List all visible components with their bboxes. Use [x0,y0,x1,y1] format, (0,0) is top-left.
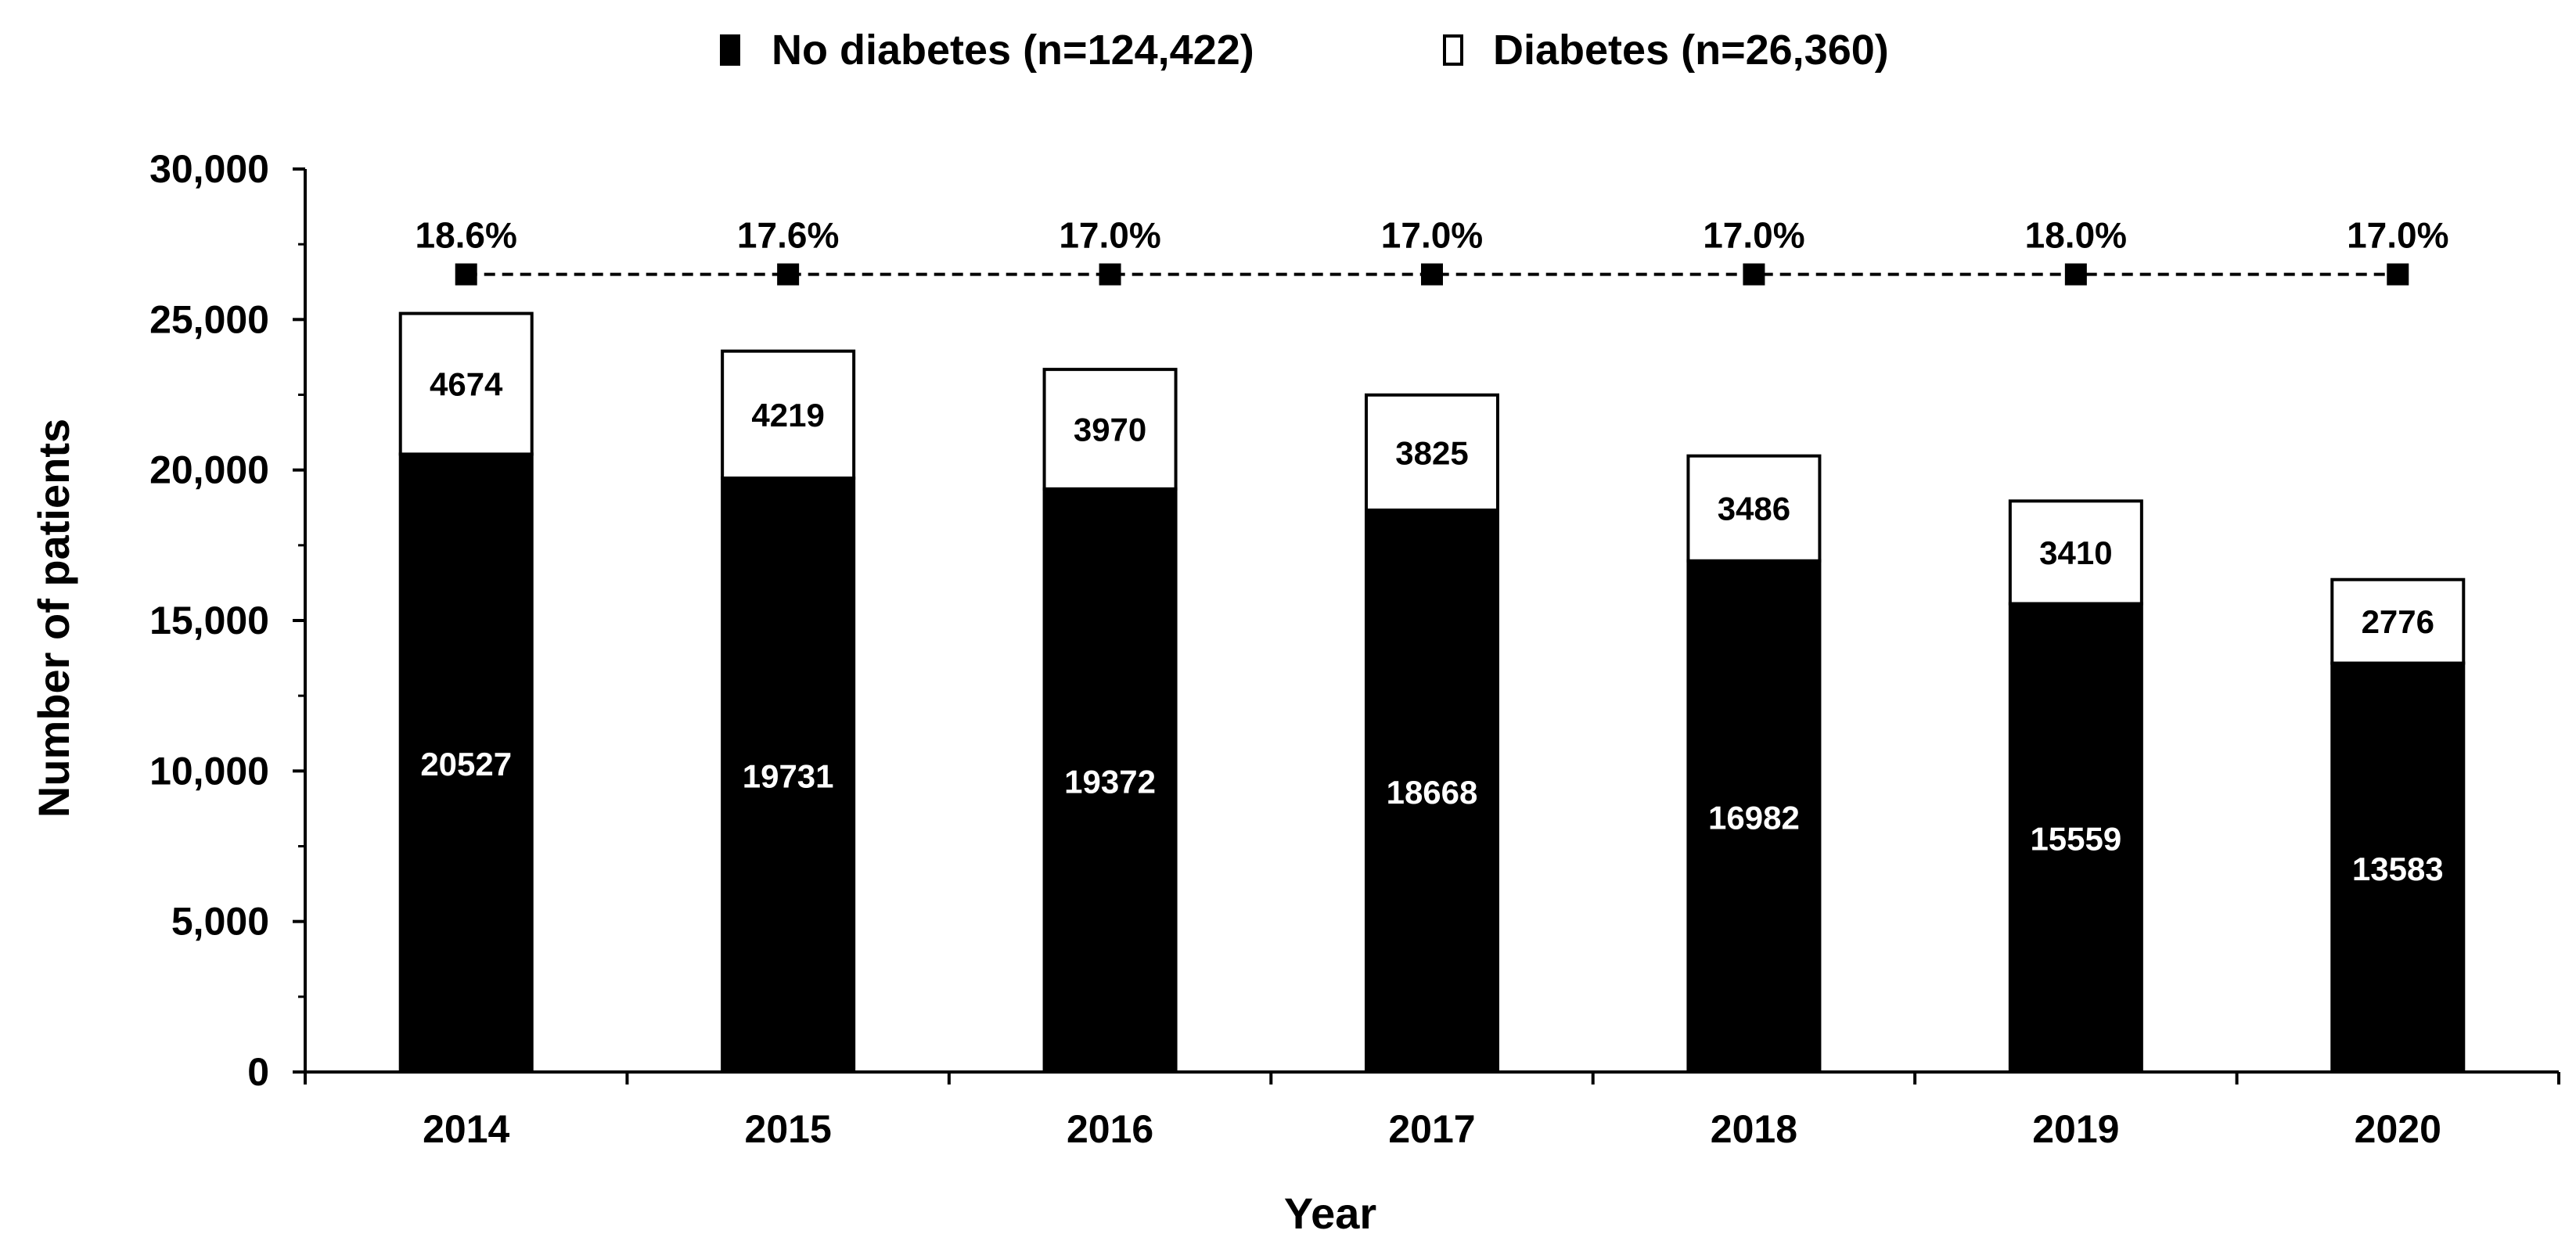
y-tick-label: 30,000 [149,147,269,191]
y-axis-ticks: 0 5,000 10,000 15,000 20,000 25,000 30,000 [149,147,305,1094]
data-label-diabetes: 3825 [1395,434,1468,471]
legend-swatch-diabetes [1443,34,1463,66]
percent-label: 17.0% [1381,215,1483,256]
percent-label: 18.0% [2025,215,2127,256]
x-tick-label: 2019 [2032,1107,2119,1151]
percent-label: 17.6% [737,215,839,256]
percent-marker [2064,263,2087,286]
percent-marker [1743,263,1765,286]
data-label-no-diabetes: 19372 [1064,763,1156,800]
x-tick-label: 2017 [1388,1107,1475,1151]
data-label-diabetes: 4219 [751,397,824,433]
x-tick-label: 2018 [1711,1107,1797,1151]
legend-label-diabetes: Diabetes (n=26,360) [1493,27,1889,74]
x-tick-label: 2014 [423,1107,509,1151]
y-tick-label: 5,000 [171,900,269,944]
x-axis-ticks: 2014 2015 2016 2017 2018 2019 2020 [304,1072,2560,1151]
bar-diabetes [398,311,534,456]
data-label-no-diabetes: 13583 [2352,851,2444,887]
legend: No diabetes (n=124,422) Diabetes (n=26,3… [720,27,1889,74]
data-label-no-diabetes: 19731 [743,758,834,795]
y-tick-label: 10,000 [149,749,269,793]
x-tick-label: 2015 [745,1107,832,1151]
bar-no-diabetes [1042,487,1178,1074]
bar-no-diabetes [1365,508,1499,1074]
y-axis-title: Number of patients [29,419,78,818]
bar-no-diabetes [721,477,856,1074]
percent-marker [1099,263,1121,286]
data-label-no-diabetes: 18668 [1387,774,1478,811]
x-tick-label: 2020 [2355,1107,2441,1151]
bar-diabetes [2008,499,2143,606]
percent-label: 17.0% [1703,215,1804,256]
percent-line: 18.6% 17.6% 17.0% 17.0% 17.0% 18.0% 17.0% [415,215,2449,286]
y-tick-label: 25,000 [149,297,269,341]
y-tick-label: 20,000 [149,448,269,492]
y-tick-label: 15,000 [149,599,269,642]
percent-marker [777,263,800,286]
data-label-no-diabetes: 15559 [2030,821,2121,858]
legend-label-no-diabetes: No diabetes (n=124,422) [772,27,1254,74]
data-label-diabetes: 2776 [2362,603,2434,640]
data-label-no-diabetes: 20527 [420,746,512,782]
y-tick-label: 0 [247,1050,269,1094]
data-label-diabetes: 3486 [1718,491,1790,527]
percent-marker [455,263,477,286]
percent-marker [1421,263,1443,286]
percent-label: 18.6% [415,215,516,256]
bars: 20527 4674 19731 4219 19372 3970 18668 3825 1698… [398,311,2466,1074]
data-label-diabetes: 4674 [430,365,503,402]
bar-diabetes [2330,577,2466,665]
percent-label: 17.0% [2347,215,2448,256]
data-label-diabetes: 3410 [2039,534,2112,571]
percent-marker [2387,263,2409,286]
data-label-diabetes: 3970 [1074,411,1146,448]
x-tick-label: 2016 [1067,1107,1153,1151]
bar-no-diabetes [398,452,534,1074]
bar-no-diabetes [1686,559,1822,1074]
bar-diabetes [1042,368,1178,491]
bar-diabetes [1686,454,1822,563]
bar-no-diabetes [2330,661,2466,1074]
bar-diabetes [1365,393,1499,512]
bar-diabetes [721,349,856,480]
data-label-no-diabetes: 16982 [1708,799,1800,836]
x-axis-title: Year [1284,1189,1376,1238]
percent-label: 17.0% [1059,215,1160,256]
legend-swatch-no-diabetes [720,34,740,66]
